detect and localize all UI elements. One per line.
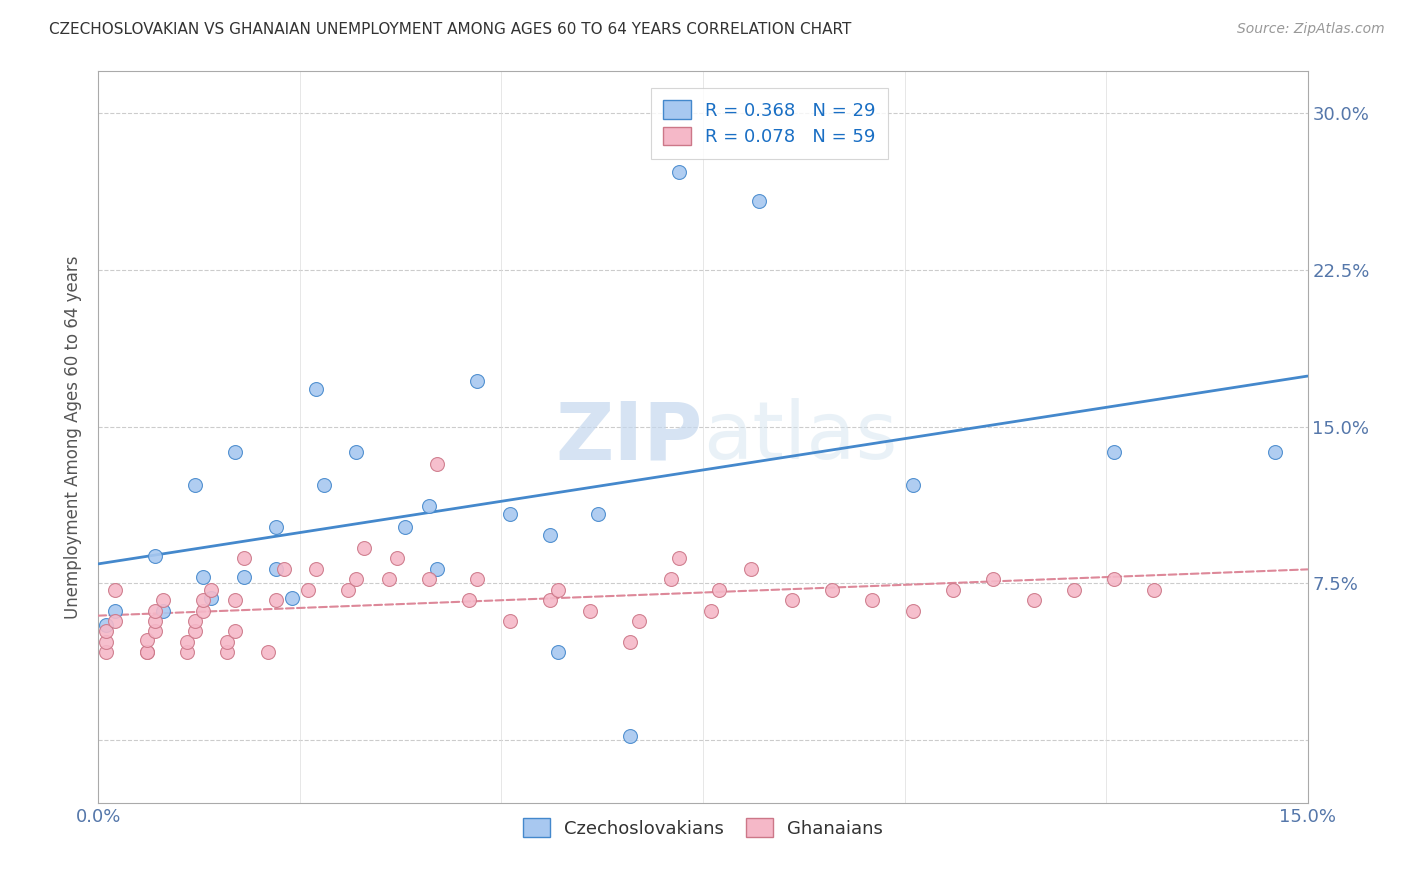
Point: [668, 164, 690, 178]
Point: [538, 528, 561, 542]
Point: [748, 194, 770, 208]
Point: [264, 593, 287, 607]
Point: [152, 603, 174, 617]
Point: [224, 624, 246, 639]
Point: [619, 729, 641, 743]
Point: [586, 508, 609, 522]
Point: [297, 582, 319, 597]
Point: [1143, 582, 1166, 597]
Text: CZECHOSLOVAKIAN VS GHANAIAN UNEMPLOYMENT AMONG AGES 60 TO 64 YEARS CORRELATION C: CZECHOSLOVAKIAN VS GHANAIAN UNEMPLOYMENT…: [49, 22, 852, 37]
Point: [344, 444, 367, 458]
Point: [135, 645, 157, 659]
Point: [143, 603, 166, 617]
Point: [353, 541, 375, 555]
Point: [821, 582, 844, 597]
Y-axis label: Unemployment Among Ages 60 to 64 years: Unemployment Among Ages 60 to 64 years: [65, 255, 83, 619]
Point: [256, 645, 278, 659]
Point: [860, 593, 883, 607]
Point: [193, 593, 215, 607]
Point: [305, 382, 328, 396]
Point: [273, 562, 295, 576]
Point: [498, 508, 520, 522]
Point: [103, 603, 125, 617]
Point: [538, 593, 561, 607]
Point: [337, 582, 360, 597]
Point: [426, 562, 449, 576]
Point: [281, 591, 304, 605]
Point: [668, 551, 690, 566]
Point: [1063, 582, 1085, 597]
Point: [224, 444, 246, 458]
Point: [740, 562, 762, 576]
Point: [780, 593, 803, 607]
Point: [152, 593, 174, 607]
Text: ZIP: ZIP: [555, 398, 703, 476]
Point: [193, 603, 215, 617]
Point: [96, 645, 118, 659]
Point: [901, 603, 924, 617]
Point: [1022, 593, 1045, 607]
Point: [1264, 444, 1286, 458]
Point: [344, 572, 367, 586]
Point: [200, 591, 222, 605]
Point: [465, 572, 488, 586]
Point: [547, 645, 569, 659]
Point: [547, 582, 569, 597]
Point: [264, 520, 287, 534]
Point: [707, 582, 730, 597]
Point: [981, 572, 1004, 586]
Point: [377, 572, 399, 586]
Point: [498, 614, 520, 628]
Point: [193, 570, 215, 584]
Point: [184, 478, 207, 492]
Point: [627, 614, 650, 628]
Point: [426, 457, 449, 471]
Point: [465, 374, 488, 388]
Point: [96, 635, 118, 649]
Point: [579, 603, 602, 617]
Point: [385, 551, 408, 566]
Point: [264, 562, 287, 576]
Point: [1102, 444, 1125, 458]
Point: [96, 624, 118, 639]
Point: [314, 478, 336, 492]
Point: [135, 645, 157, 659]
Point: [135, 632, 157, 647]
Point: [659, 572, 682, 586]
Point: [619, 635, 641, 649]
Point: [232, 551, 254, 566]
Point: [184, 624, 207, 639]
Point: [700, 603, 723, 617]
Point: [224, 593, 246, 607]
Legend: Czechoslovakians, Ghanaians: Czechoslovakians, Ghanaians: [516, 811, 890, 845]
Point: [217, 635, 239, 649]
Point: [1102, 572, 1125, 586]
Point: [901, 478, 924, 492]
Point: [143, 614, 166, 628]
Point: [942, 582, 965, 597]
Point: [418, 499, 440, 513]
Point: [458, 593, 481, 607]
Point: [305, 562, 328, 576]
Point: [217, 645, 239, 659]
Point: [176, 635, 198, 649]
Point: [103, 614, 125, 628]
Point: [143, 549, 166, 564]
Point: [184, 614, 207, 628]
Point: [103, 582, 125, 597]
Text: Source: ZipAtlas.com: Source: ZipAtlas.com: [1237, 22, 1385, 37]
Point: [96, 618, 118, 632]
Point: [232, 570, 254, 584]
Point: [176, 645, 198, 659]
Point: [418, 572, 440, 586]
Point: [143, 624, 166, 639]
Text: atlas: atlas: [703, 398, 897, 476]
Point: [200, 582, 222, 597]
Point: [394, 520, 416, 534]
